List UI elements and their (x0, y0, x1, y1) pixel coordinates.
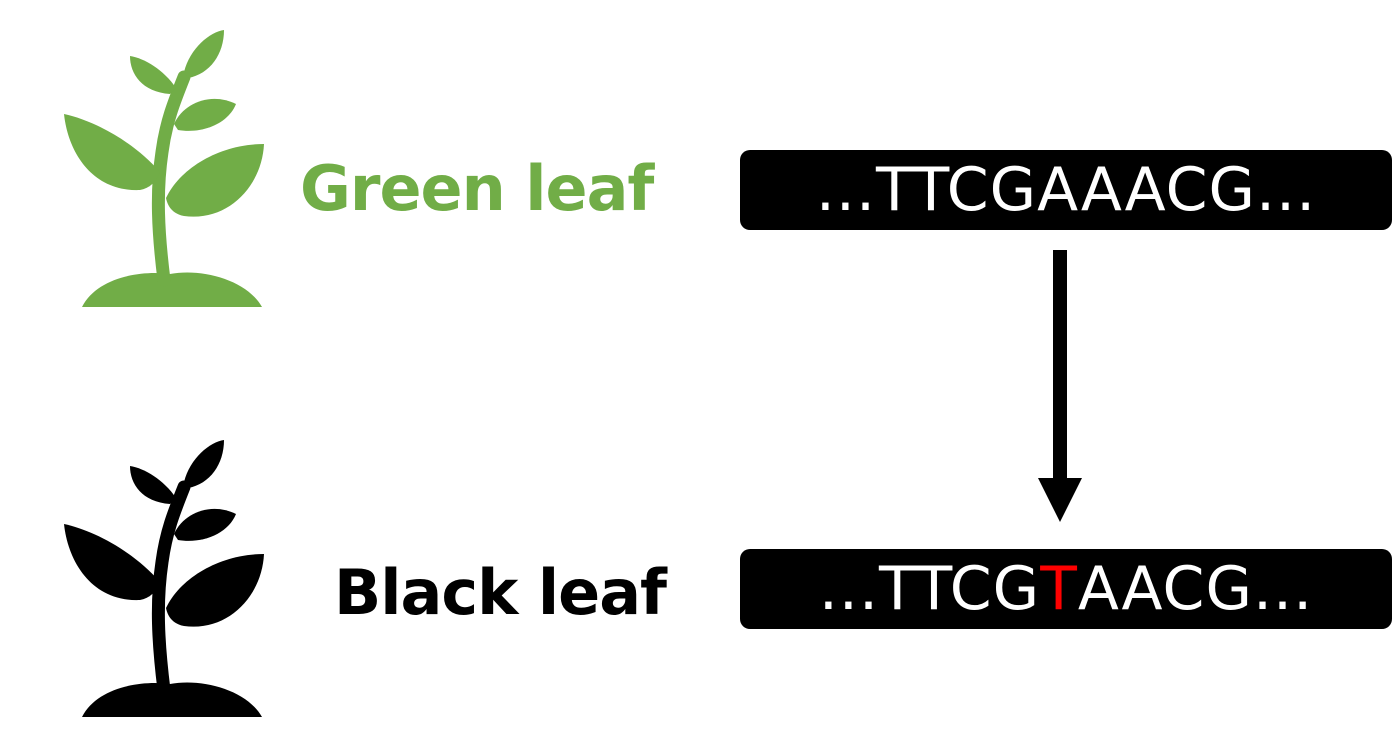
plant-icon-black (52, 432, 272, 722)
black-leaf-label: Black leaf (334, 556, 667, 629)
plant-icon (64, 30, 264, 307)
mutated-sequence-prefix: ...TTCG (818, 554, 1041, 624)
mutated-sequence-box: ...TTCG T AACG... (740, 549, 1392, 629)
original-sequence-box: ...TTCGAAACG... (740, 150, 1392, 230)
green-leaf-label: Green leaf (300, 152, 654, 225)
plant-icon-green (52, 22, 272, 312)
plant-icon (64, 440, 264, 717)
mutated-base: T (1040, 554, 1078, 624)
down-arrow-icon (1036, 250, 1084, 522)
original-sequence-text: ...TTCGAAACG... (815, 155, 1317, 225)
mutated-sequence-suffix: AACG... (1077, 554, 1314, 624)
